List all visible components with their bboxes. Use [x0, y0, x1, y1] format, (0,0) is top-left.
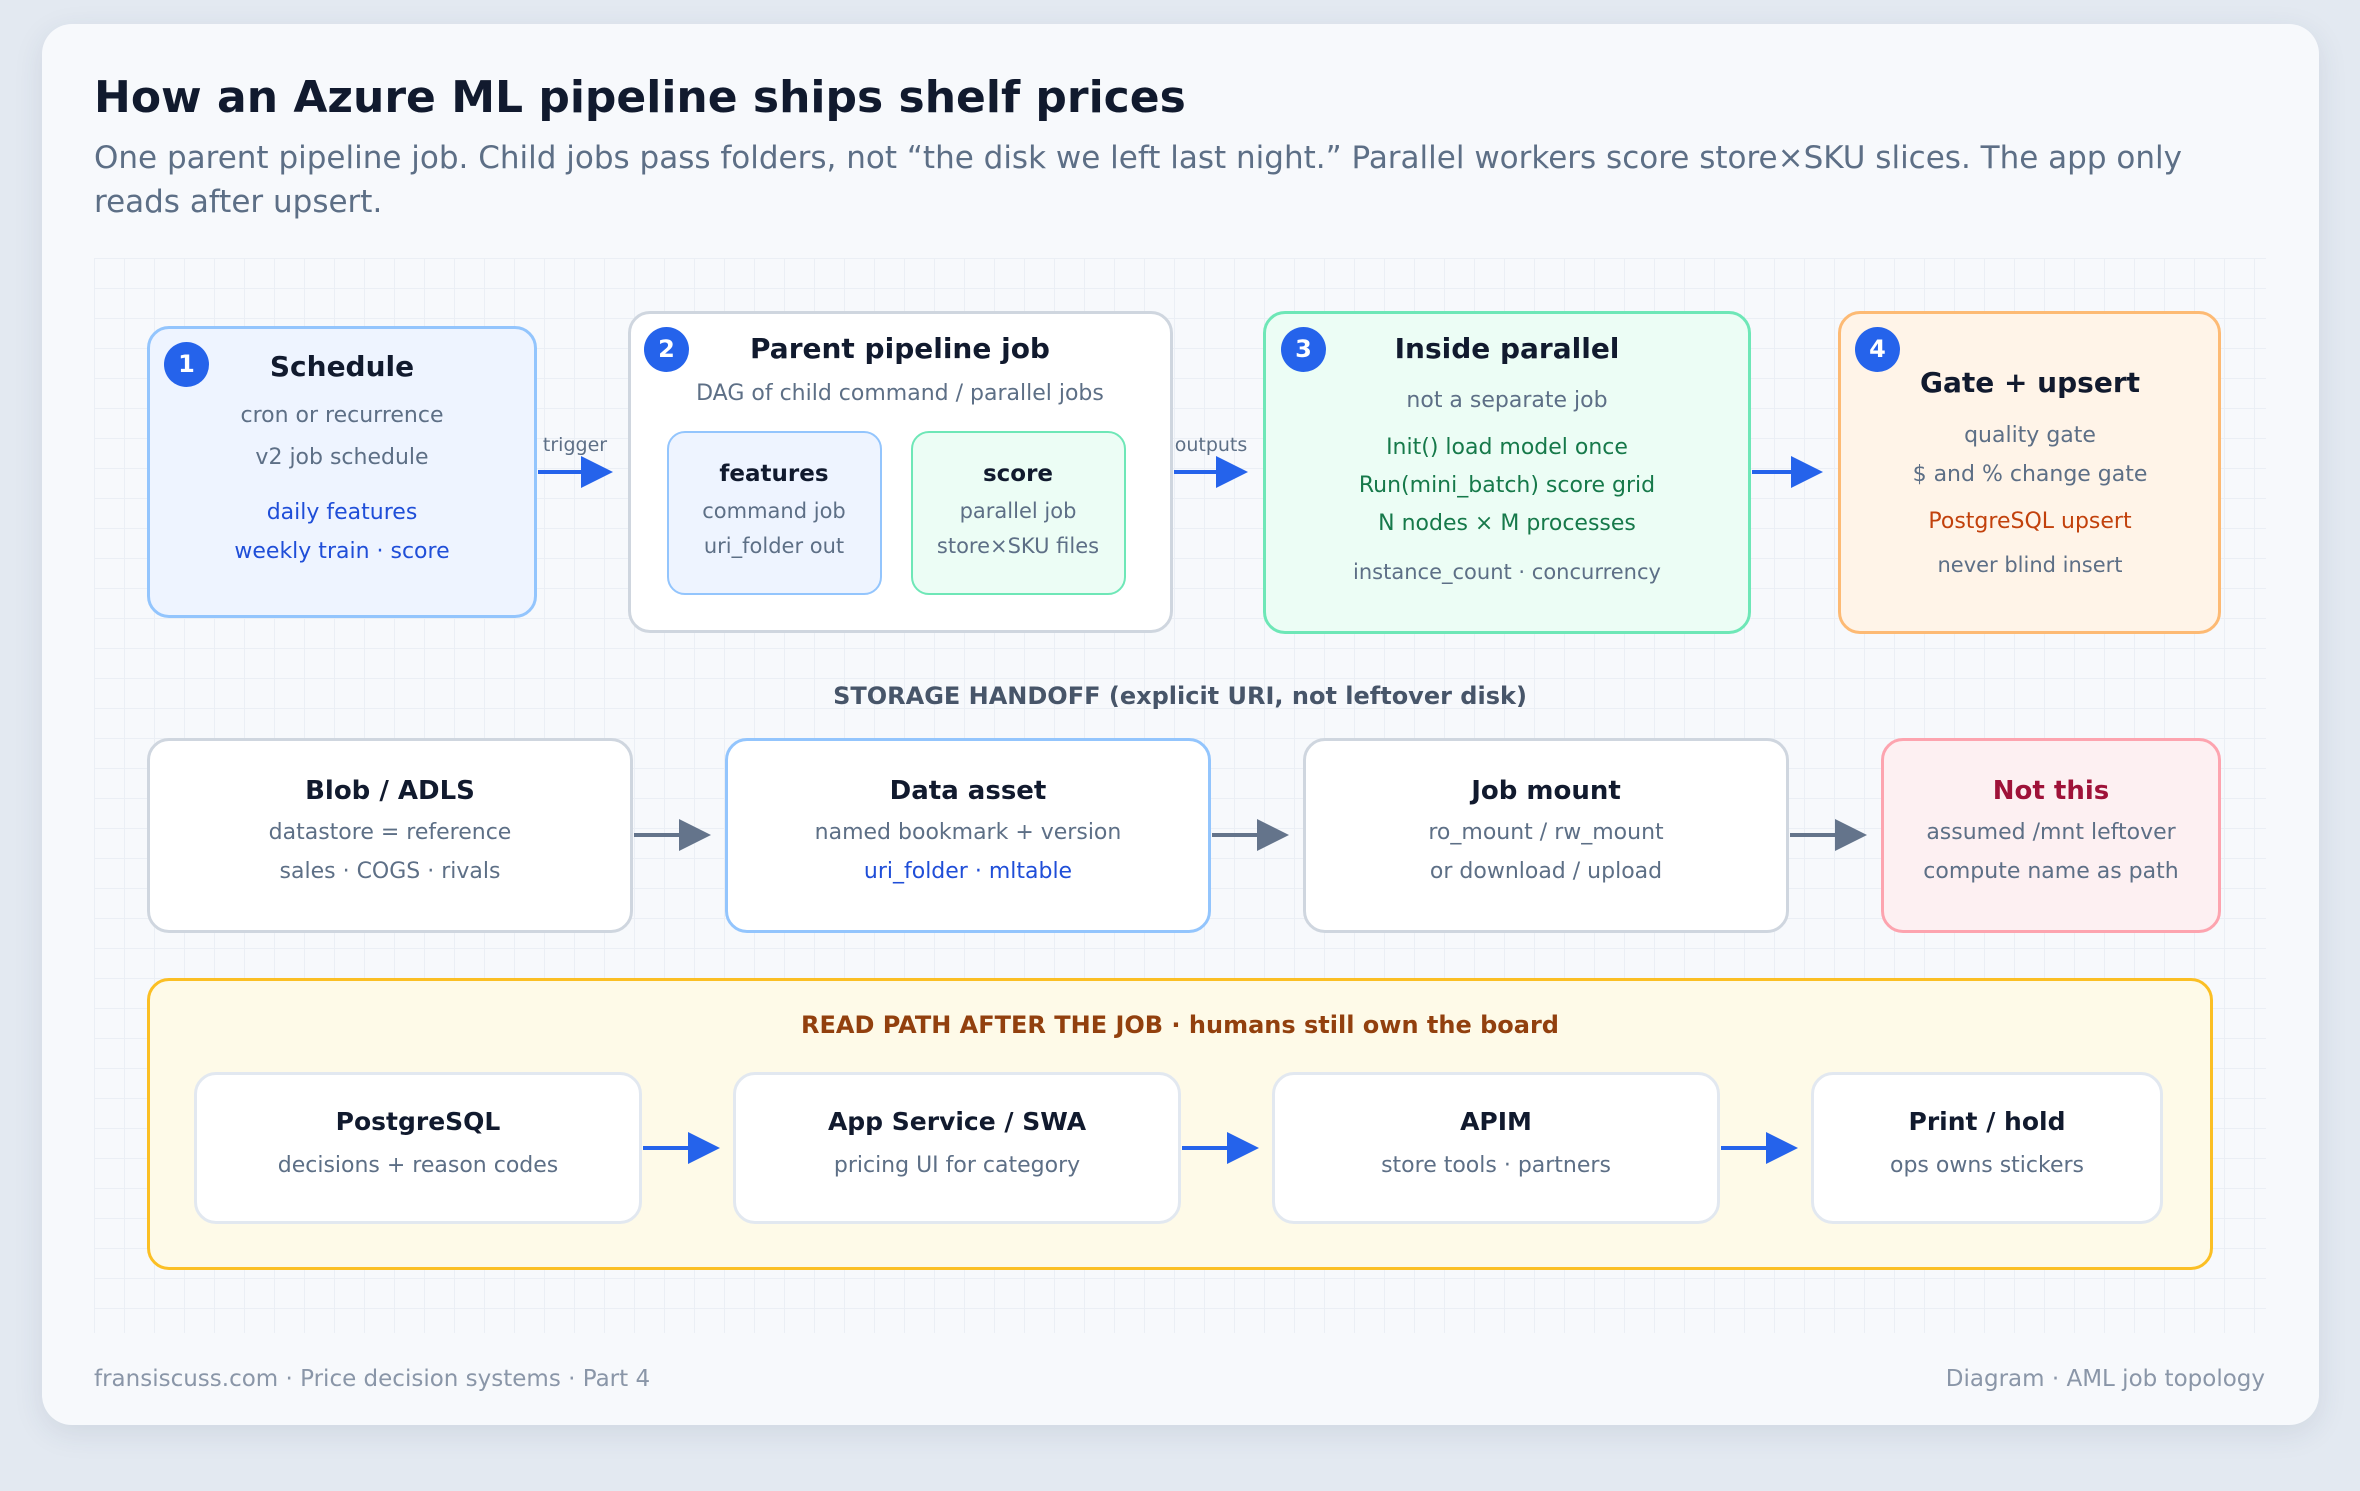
features-line1: command job: [702, 499, 846, 523]
read-item-postgresql: [194, 1072, 642, 1224]
blob-adls-node: [147, 738, 633, 933]
step-3-badge: 3: [1281, 327, 1326, 372]
features-child-node: [667, 431, 882, 595]
read-item-desc: decisions + reason codes: [277, 1153, 559, 1178]
blob-line2: sales · COGS · rivals: [279, 859, 501, 884]
parallel-desc: not a separate job: [1406, 388, 1608, 413]
outputs-label: outputs: [1174, 434, 1248, 456]
parallel-init: Init() load model once: [1386, 435, 1628, 460]
parallel-foot: instance_count · concurrency: [1353, 560, 1661, 584]
read-item-title: APIM: [1460, 1107, 1532, 1136]
parallel-nodes: N nodes × M processes: [1378, 511, 1636, 536]
notthis-line2: compute name as path: [1923, 859, 2179, 884]
page-subtitle: One parent pipeline job. Child jobs pass…: [94, 140, 2182, 220]
schedule-line1: cron or recurrence: [240, 403, 444, 428]
parallel-run: Run(mini_batch) score grid: [1358, 473, 1656, 498]
notthis-line1: assumed /mnt leftover: [1926, 820, 2176, 845]
step-4-badge: 4: [1855, 327, 1900, 372]
storage-heading: STORAGE HANDOFF (explicit URI, not lefto…: [833, 682, 1527, 710]
features-title: features: [719, 461, 829, 487]
gate-upsert-label: PostgreSQL upsert: [1928, 509, 2132, 534]
schedule-weekly: weekly train · score: [234, 539, 450, 564]
gate-line1: quality gate: [1964, 423, 2096, 448]
inside-parallel-node: [1263, 311, 1751, 634]
gate-title: Gate + upsert: [1919, 366, 2141, 399]
gate-line2: $ and % change gate: [1912, 462, 2148, 487]
asset-link: uri_folder · mltable: [863, 859, 1073, 884]
read-item-desc: pricing UI for category: [833, 1153, 1081, 1178]
footer-type: Diagram · AML job topology: [1945, 1366, 2265, 1392]
read-item-title: Print / hold: [1908, 1107, 2066, 1136]
read-item-title: App Service / SWA: [827, 1107, 1087, 1136]
score-title: score: [982, 461, 1054, 487]
notthis-title: Not this: [1992, 776, 2110, 806]
read-item-title: PostgreSQL: [335, 1107, 501, 1136]
job-mount-node: [1303, 738, 1789, 933]
score-line1: parallel job: [959, 499, 1077, 523]
step-2-badge: 2: [644, 327, 689, 372]
features-line2: uri_folder out: [703, 534, 845, 558]
gate-foot: never blind insert: [1937, 553, 2123, 577]
asset-title: Data asset: [889, 776, 1047, 806]
footer-source: fransiscuss.com · Price decision systems…: [94, 1366, 651, 1392]
schedule-daily: daily features: [266, 500, 418, 525]
read-item-print-hold: [1811, 1072, 2163, 1224]
read-item-desc: store tools · partners: [1381, 1153, 1611, 1178]
read-item-apim: [1272, 1072, 1720, 1224]
mount-line2: or download / upload: [1429, 859, 1663, 884]
step-1-badge: 1: [164, 342, 209, 387]
blob-title: Blob / ADLS: [305, 776, 475, 806]
gate-upsert-node: [1838, 311, 2221, 634]
parallel-title: Inside parallel: [1394, 332, 1620, 365]
schedule-node: [147, 326, 537, 618]
schedule-line2: v2 job schedule: [255, 445, 429, 470]
trigger-label: trigger: [542, 434, 608, 456]
not-this-node: [1881, 738, 2221, 933]
read-item-desc: ops owns stickers: [1889, 1153, 2085, 1178]
read-item-app-service: [733, 1072, 1181, 1224]
parent-title: Parent pipeline job: [750, 332, 1050, 365]
data-asset-node: [725, 738, 1211, 933]
mount-line1: ro_mount / rw_mount: [1428, 820, 1664, 845]
asset-line1: named bookmark + version: [814, 820, 1122, 845]
blob-line1: datastore = reference: [268, 820, 512, 845]
score-child-node: [911, 431, 1126, 595]
read-path-heading: READ PATH AFTER THE JOB · humans still o…: [801, 1011, 1559, 1039]
schedule-title: Schedule: [269, 350, 415, 383]
page-title: How an Azure ML pipeline ships shelf pri…: [94, 72, 1186, 123]
parent-desc: DAG of child command / parallel jobs: [696, 381, 1104, 406]
mount-title: Job mount: [1471, 776, 1621, 806]
score-line2: store×SKU files: [936, 534, 1100, 558]
